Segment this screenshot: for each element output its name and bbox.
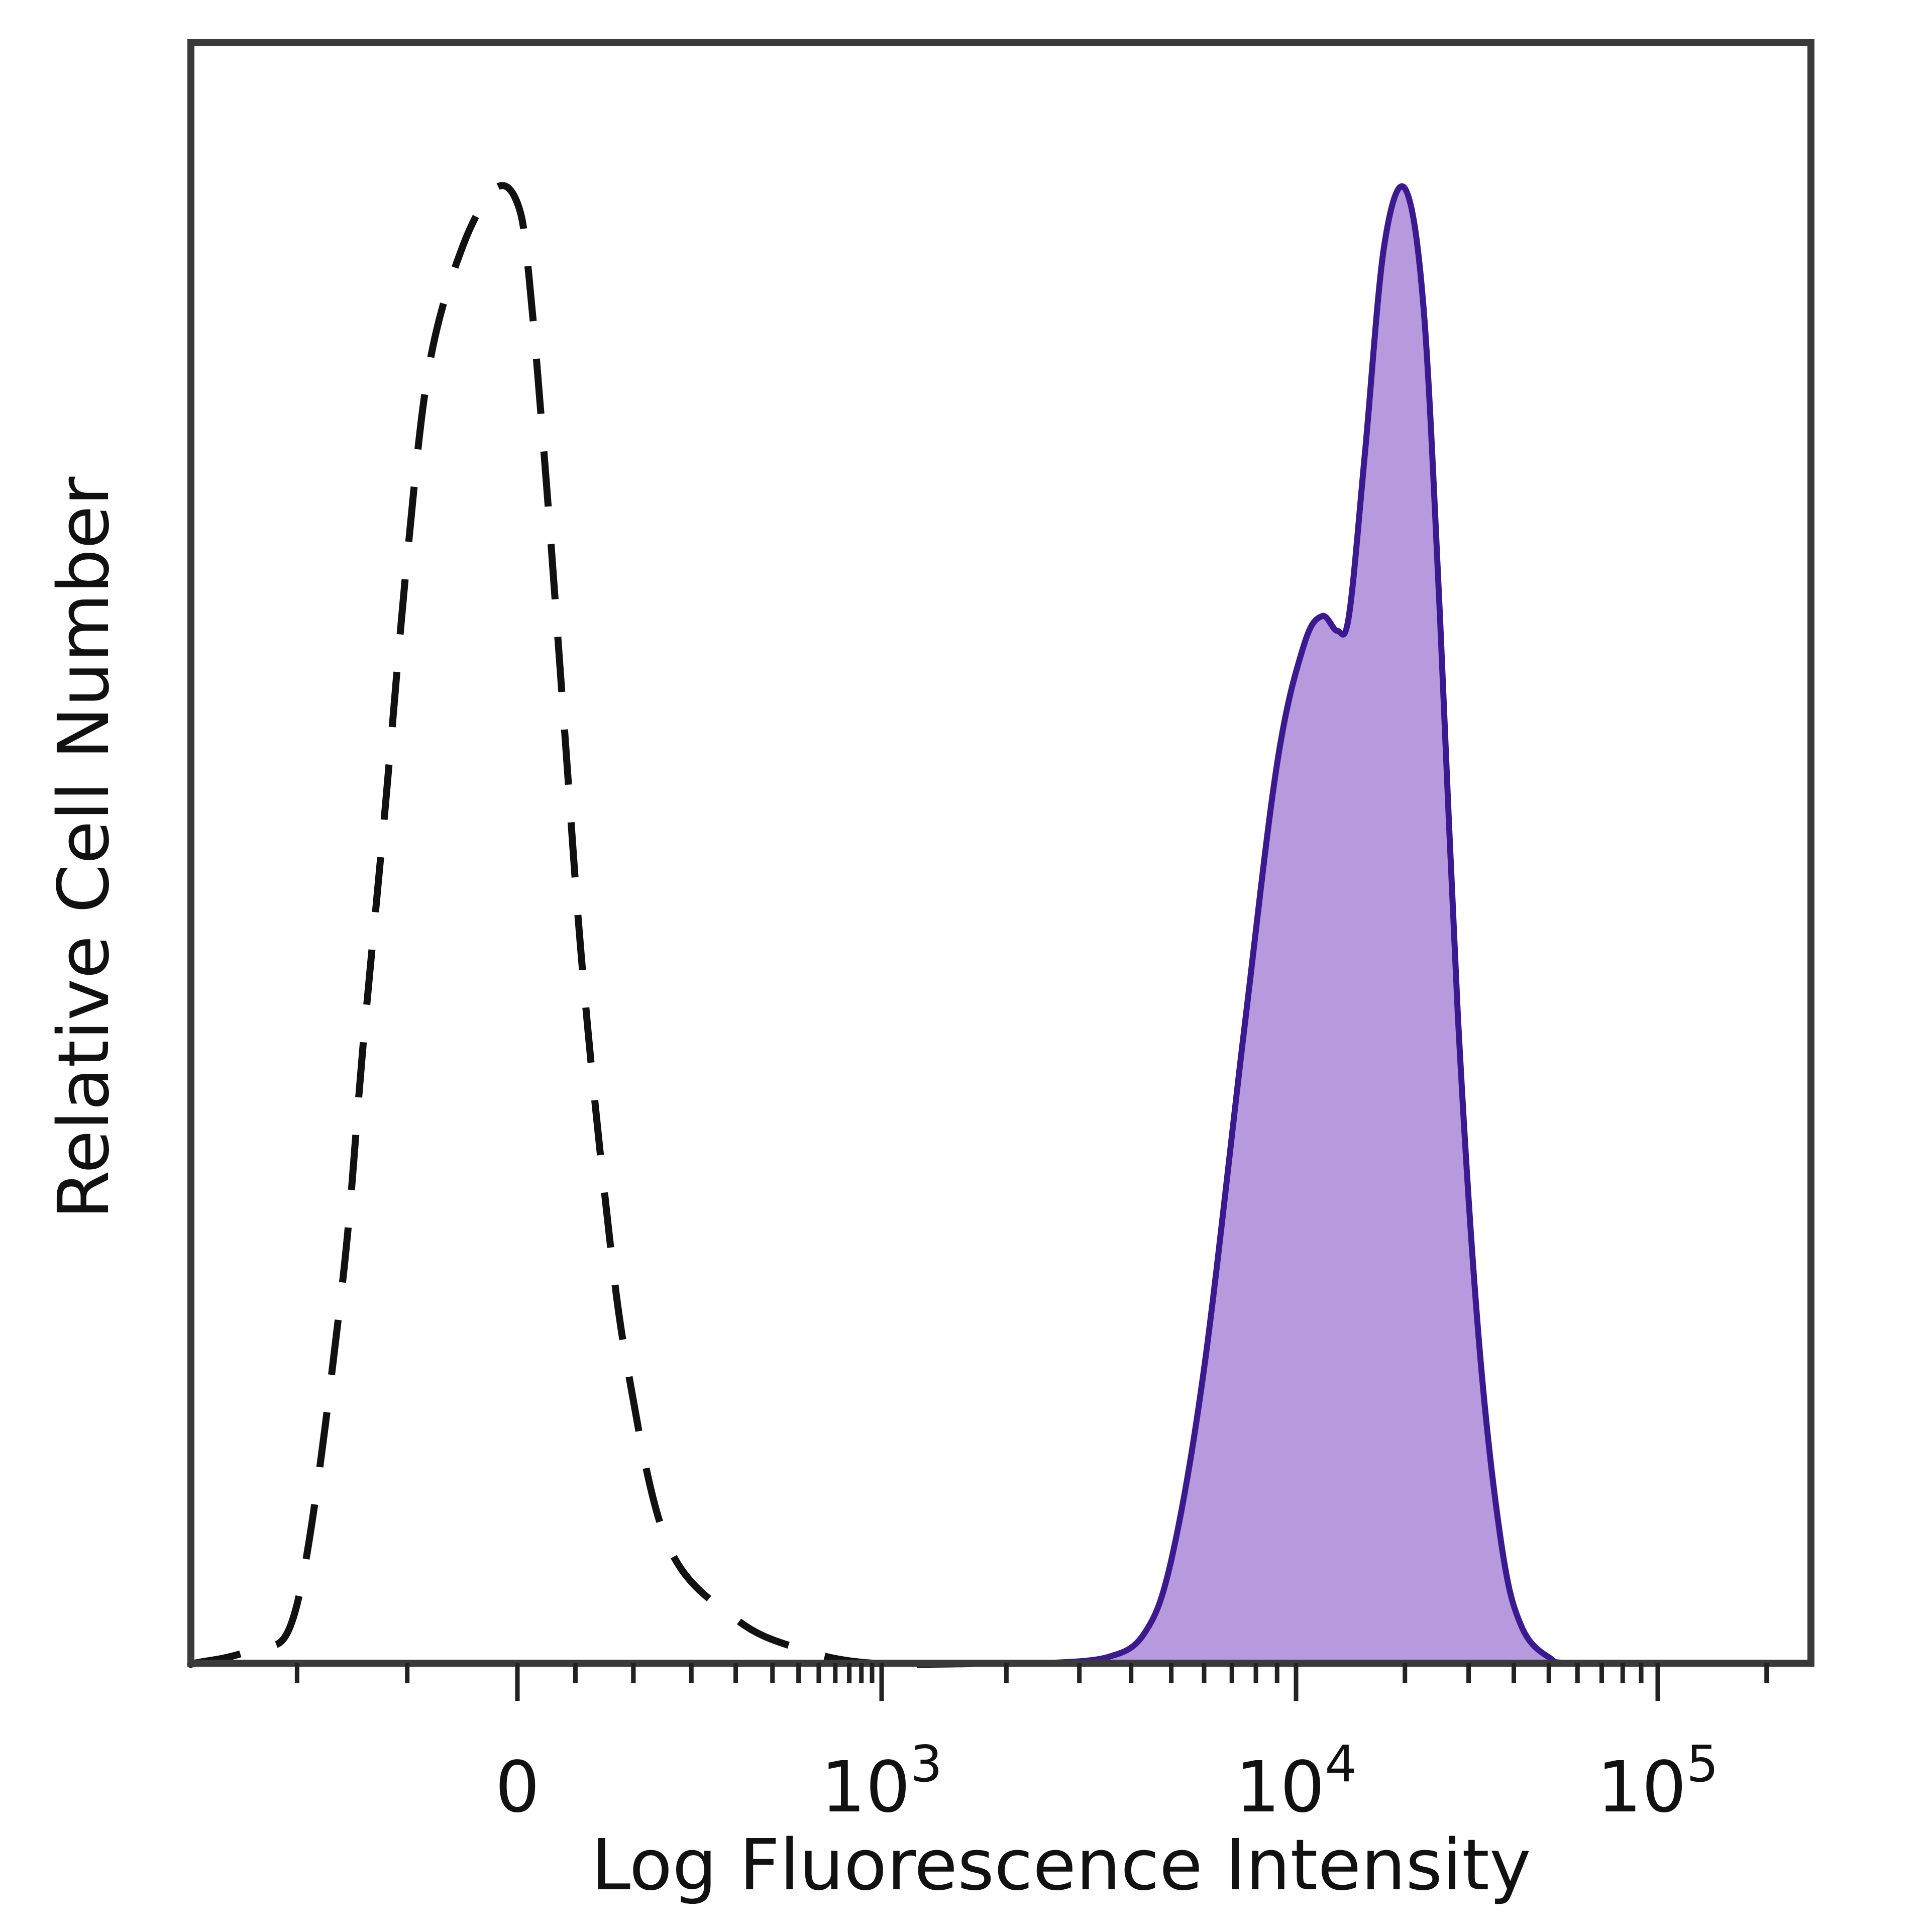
plot-area: [187, 182, 1722, 1668]
x-tick-label: 104: [1235, 1735, 1357, 1828]
plot-frame: [187, 39, 1814, 1667]
isotype-control-histogram: [187, 182, 1080, 1668]
x-axis: 0 103 104 105: [294, 1663, 1769, 1828]
x-tick-label: 105: [1597, 1735, 1719, 1828]
x-axis-label: Log Fluorescence Intensity: [591, 1824, 1531, 1906]
x-tick-label: 0: [495, 1747, 540, 1828]
x-tick-label: 103: [821, 1735, 942, 1828]
stained-histogram-outline: [1046, 183, 1722, 1667]
y-axis-label: Relative Cell Number: [43, 476, 125, 1219]
stained-histogram-fill: [1046, 186, 1722, 1664]
